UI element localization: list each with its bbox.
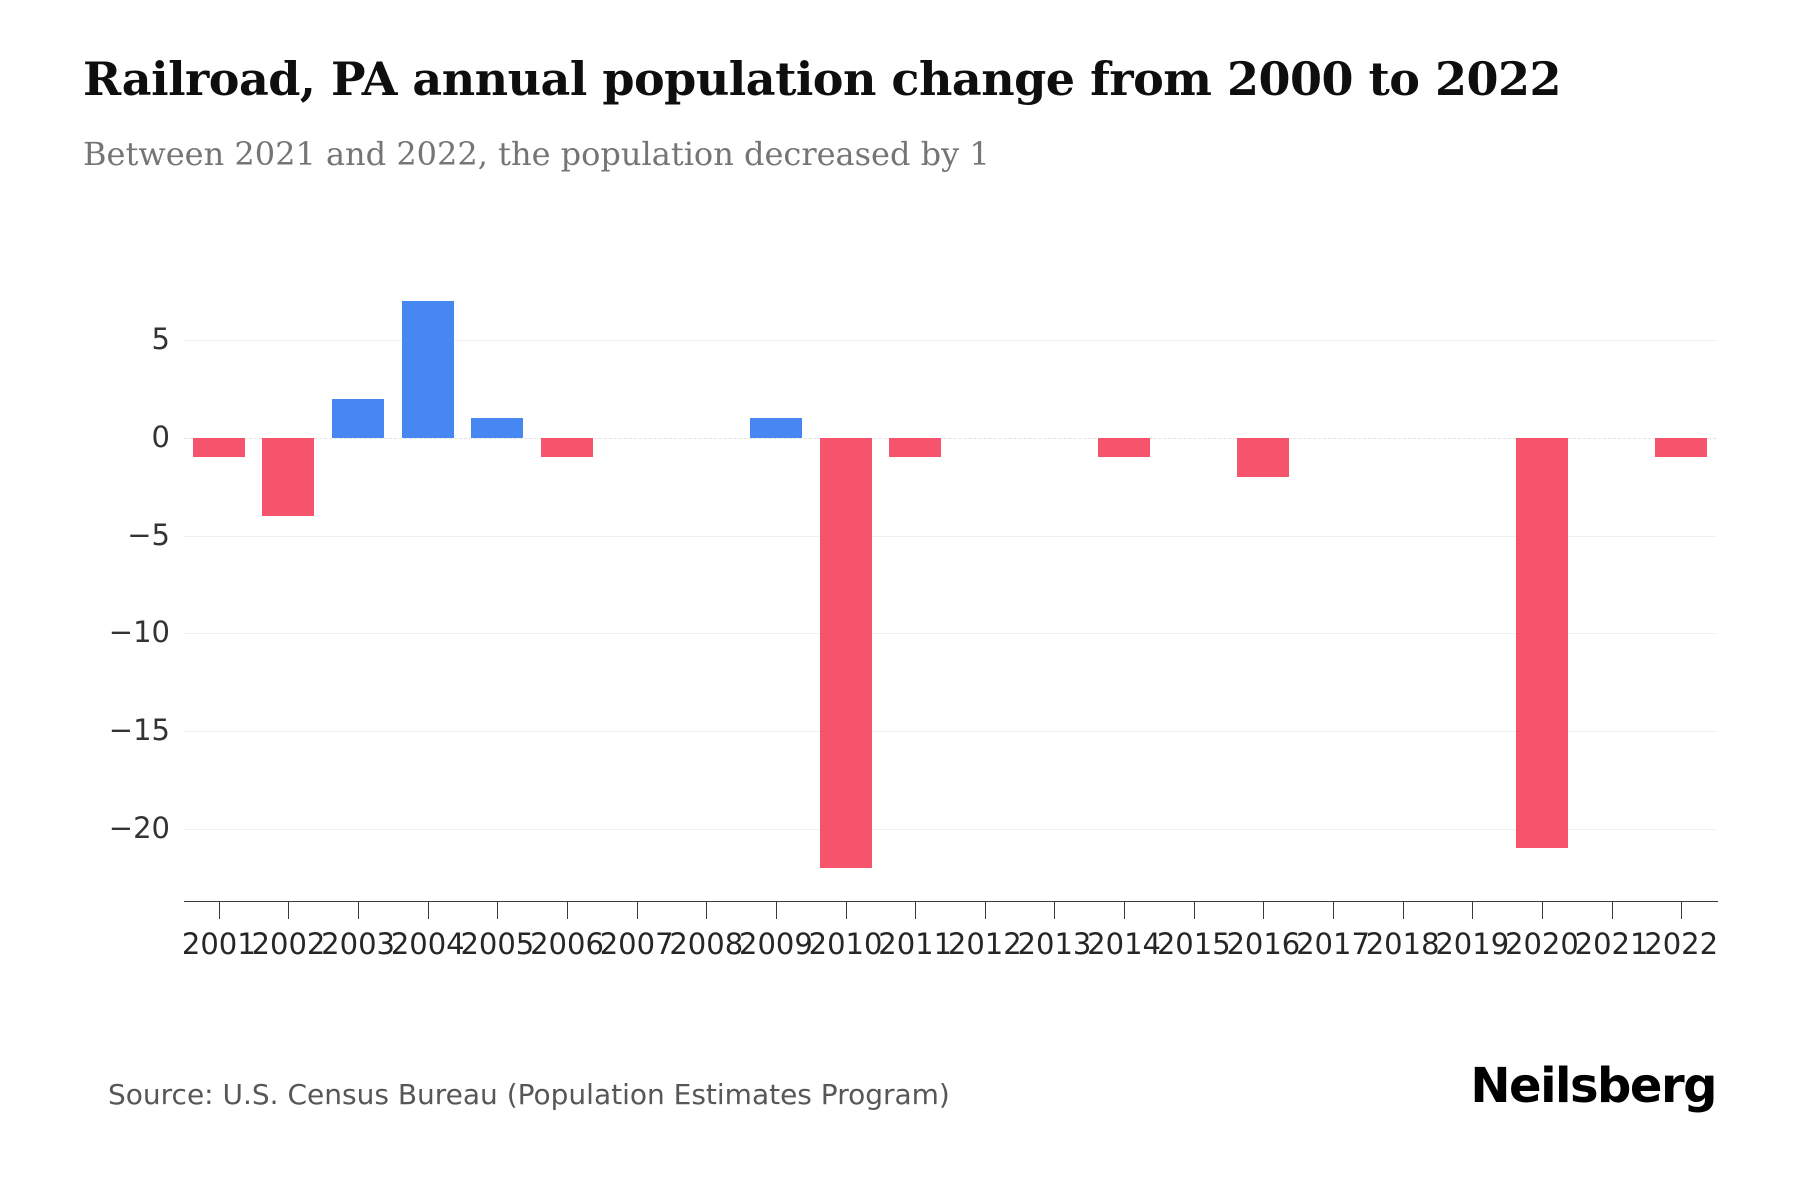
x-axis-tick-label: 2013 <box>1017 927 1092 961</box>
x-axis-tick-label: 2012 <box>947 927 1022 961</box>
x-axis-tick <box>1402 901 1404 919</box>
bar-2014[interactable] <box>1098 437 1151 458</box>
x-axis-tick <box>567 901 568 919</box>
x-axis-tick-label: 2014 <box>1087 927 1161 961</box>
x-axis-tick <box>1193 901 1195 919</box>
bar-2003[interactable] <box>332 398 385 438</box>
x-axis-tick <box>427 901 429 919</box>
x-axis-tick-label: 2018 <box>1365 927 1440 961</box>
x-axis-tick <box>358 901 360 919</box>
x-axis-tick <box>915 901 917 919</box>
x-axis-tick-label: 2010 <box>808 927 883 961</box>
x-axis-tick <box>775 901 777 919</box>
bar-2016[interactable] <box>1237 437 1290 477</box>
x-axis-tick <box>845 901 847 919</box>
source-note: Source: U.S. Census Bureau (Population E… <box>108 1078 950 1111</box>
y-axis-tick-label: 0 <box>151 419 170 454</box>
x-axis-tick <box>1054 901 1056 919</box>
bar-2020[interactable] <box>1515 437 1568 849</box>
x-axis-tick-label: 2020 <box>1505 927 1579 961</box>
x-axis-tick-label: 2001 <box>181 927 256 961</box>
gridline <box>184 535 1716 537</box>
x-axis-tick-label: 2017 <box>1296 927 1370 961</box>
gridline <box>184 633 1716 635</box>
brand-logo: Neilsberg <box>1470 1058 1717 1114</box>
x-axis-tick <box>288 901 290 919</box>
bar-2009[interactable] <box>749 418 802 438</box>
bar-2002[interactable] <box>262 437 315 517</box>
gridline <box>184 828 1716 830</box>
gridline <box>184 340 1716 342</box>
x-axis-tick <box>984 901 986 919</box>
x-axis-tick-label: 2019 <box>1435 927 1510 961</box>
chart-subtitle: Between 2021 and 2022, the population de… <box>83 135 990 173</box>
bar-2010[interactable] <box>819 437 872 868</box>
bar-2005[interactable] <box>471 418 524 438</box>
bar-2022[interactable] <box>1655 437 1708 458</box>
bar-2004[interactable] <box>401 301 454 438</box>
x-axis-tick <box>1124 901 1126 919</box>
x-axis-tick-label: 2021 <box>1574 927 1649 961</box>
x-axis-tick-label: 2002 <box>251 927 326 961</box>
x-axis-tick-label: 2009 <box>739 927 813 961</box>
chart-title: Railroad, PA annual population change fr… <box>83 52 1562 106</box>
y-axis-tick-label: −20 <box>108 810 170 845</box>
x-axis-tick <box>497 901 499 919</box>
y-axis-tick-label: −10 <box>108 615 170 650</box>
x-axis-tick-label: 2011 <box>878 927 953 961</box>
x-axis-tick <box>1472 901 1474 919</box>
y-axis-tick-label: −5 <box>127 517 170 552</box>
zero-gridline <box>184 437 1716 439</box>
x-axis-tick-label: 2003 <box>321 927 395 961</box>
bar-2001[interactable] <box>192 437 245 458</box>
x-axis-tick <box>1263 901 1265 919</box>
x-axis-tick <box>706 901 708 919</box>
y-axis-tick-label: −15 <box>108 712 170 747</box>
bar-2011[interactable] <box>889 437 942 458</box>
x-axis-tick-label: 2007 <box>599 927 674 961</box>
gridline <box>184 730 1716 732</box>
x-axis-tick <box>1681 901 1683 919</box>
y-axis-tick-label: 5 <box>151 322 170 357</box>
x-axis-tick <box>636 901 638 919</box>
bar-2006[interactable] <box>541 437 593 458</box>
x-axis-tick-label: 2004 <box>390 927 465 961</box>
x-axis-tick <box>1541 901 1543 919</box>
x-axis-tick <box>1333 901 1334 919</box>
x-axis-tick <box>1611 901 1613 919</box>
x-axis-tick-label: 2015 <box>1156 927 1231 961</box>
x-axis-tick-label: 2016 <box>1226 927 1301 961</box>
x-axis-tick-label: 2005 <box>460 927 535 961</box>
x-axis-tick-label: 2022 <box>1644 927 1719 961</box>
x-axis-tick <box>218 901 220 919</box>
x-axis-tick-label: 2006 <box>530 927 604 961</box>
x-axis-line <box>184 901 1718 902</box>
x-axis-tick-label: 2008 <box>669 927 744 961</box>
